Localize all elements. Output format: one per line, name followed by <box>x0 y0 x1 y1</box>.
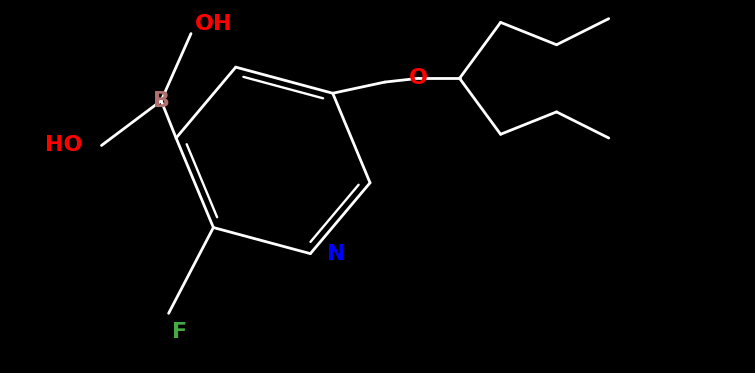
Text: OH: OH <box>195 13 233 34</box>
Text: N: N <box>327 244 346 264</box>
Text: F: F <box>172 322 187 342</box>
Text: O: O <box>409 68 428 88</box>
Text: HO: HO <box>45 135 83 156</box>
Text: B: B <box>153 91 170 111</box>
